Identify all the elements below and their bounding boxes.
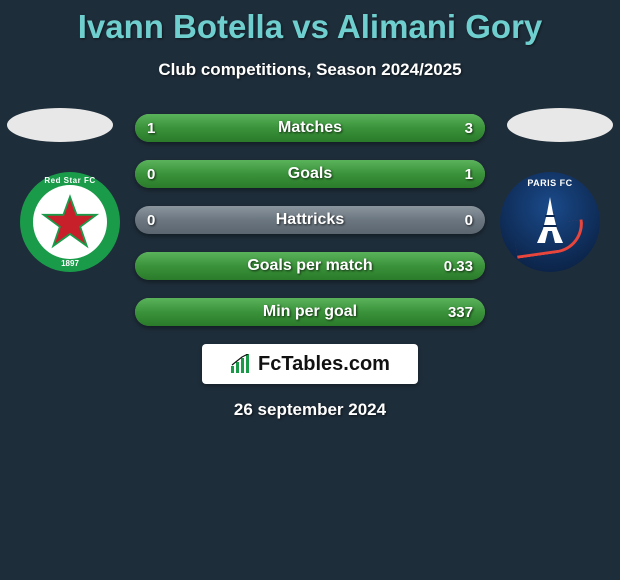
stat-value-left: 1 [147, 114, 155, 142]
stat-value-right: 0 [465, 206, 473, 234]
player-photo-right [507, 108, 613, 142]
stat-row: Matches1 3 [135, 114, 485, 142]
star-icon [40, 192, 100, 252]
stat-label: Goals [135, 160, 485, 188]
stat-row: Goals0 1 [135, 160, 485, 188]
club-name-right: PARIS FC [500, 178, 600, 188]
club-year-left: 1897 [20, 259, 120, 268]
stat-label: Hattricks [135, 206, 485, 234]
player-photo-left [7, 108, 113, 142]
club-badge-right: PARIS FC [500, 172, 600, 272]
club-name-left: Red Star FC [20, 176, 120, 185]
stat-row: Min per goal337 [135, 298, 485, 326]
stat-value-right: 1 [465, 160, 473, 188]
stat-label: Min per goal [135, 298, 485, 326]
stat-label: Goals per match [135, 252, 485, 280]
bars-icon [230, 354, 252, 374]
stat-value-right: 0.33 [444, 252, 473, 280]
page-title: Ivann Botella vs Alimani Gory [0, 0, 620, 46]
stat-value-right: 337 [448, 298, 473, 326]
watermark: FcTables.com [202, 344, 418, 384]
subtitle: Club competitions, Season 2024/2025 [0, 60, 620, 80]
stat-row: Goals per match0.33 [135, 252, 485, 280]
stat-value-left: 0 [147, 206, 155, 234]
stats-area: Red Star FC 1897 PARIS FC Matches13Goals… [0, 114, 620, 420]
watermark-text: FcTables.com [258, 353, 390, 376]
stat-value-right: 3 [465, 114, 473, 142]
stat-label: Matches [135, 114, 485, 142]
stat-rows: Matches13Goals01Hattricks00Goals per mat… [135, 114, 485, 326]
stat-row: Hattricks0 0 [135, 206, 485, 234]
date: 26 september 2024 [0, 400, 620, 420]
swoosh-icon [513, 219, 586, 258]
club-badge-left: Red Star FC 1897 [20, 172, 120, 272]
stat-value-left: 0 [147, 160, 155, 188]
